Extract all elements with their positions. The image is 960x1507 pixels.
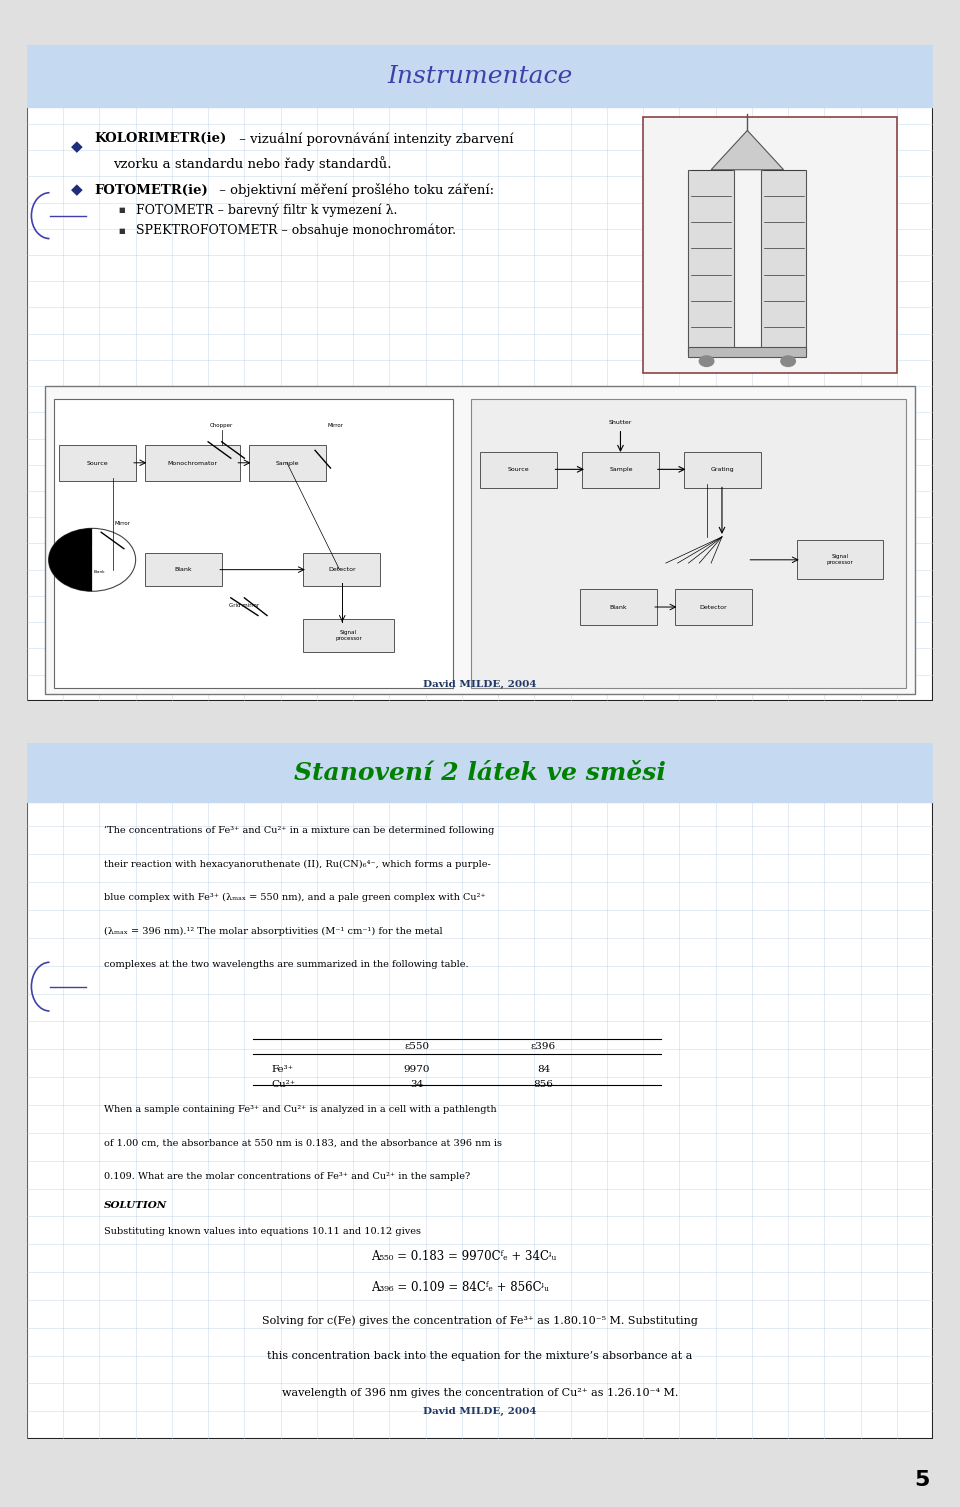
- Text: Sample: Sample: [91, 546, 108, 550]
- Text: A₅₅₀ = 0.183 = 9970Cᶠₑ + 34Cᶡᵤ: A₅₅₀ = 0.183 = 9970Cᶠₑ + 34Cᶡᵤ: [372, 1251, 557, 1263]
- FancyBboxPatch shape: [303, 553, 380, 586]
- Text: (λₘₐₓ = 396 nm).¹² The molar absorptivities (M⁻¹ cm⁻¹) for the metal: (λₘₐₓ = 396 nm).¹² The molar absorptivit…: [104, 927, 443, 936]
- Text: their reaction with hexacyanoruthenate (II), Ru(CN)₆⁴⁻, which forms a purple-: their reaction with hexacyanoruthenate (…: [104, 860, 491, 870]
- Text: Instrumentace: Instrumentace: [388, 65, 572, 89]
- FancyBboxPatch shape: [684, 452, 761, 488]
- Text: 84: 84: [537, 1065, 550, 1074]
- Text: Source: Source: [508, 467, 529, 472]
- Text: KOLORIMETR(ie): KOLORIMETR(ie): [95, 133, 228, 146]
- Text: SPEKTROFOTOMETR – obsahuje monochromátor.: SPEKTROFOTOMETR – obsahuje monochromátor…: [135, 225, 456, 238]
- Text: ◆: ◆: [71, 139, 83, 154]
- Text: Sample: Sample: [610, 467, 633, 472]
- Text: Detector: Detector: [700, 604, 727, 610]
- Text: ε396: ε396: [531, 1041, 556, 1050]
- Text: ■: ■: [119, 228, 126, 234]
- Text: Blank: Blank: [610, 604, 627, 610]
- Text: Fe³⁺: Fe³⁺: [272, 1065, 294, 1074]
- Text: Solving for c(Fe) gives the concentration of Fe³⁺ as 1.80.10⁻⁵ M. Substituting: Solving for c(Fe) gives the concentratio…: [262, 1316, 698, 1326]
- Bar: [27, 45, 933, 107]
- FancyBboxPatch shape: [27, 45, 933, 701]
- Text: Blank: Blank: [94, 570, 106, 574]
- FancyBboxPatch shape: [583, 452, 660, 488]
- Text: Cu²⁺: Cu²⁺: [272, 1081, 296, 1090]
- Circle shape: [780, 356, 796, 366]
- Bar: [688, 347, 806, 357]
- Text: David MILDE, 2004: David MILDE, 2004: [423, 680, 537, 689]
- FancyBboxPatch shape: [27, 743, 933, 1439]
- Text: complexes at the two wavelengths are summarized in the following table.: complexes at the two wavelengths are sum…: [104, 960, 468, 969]
- Text: of 1.00 cm, the absorbance at 550 nm is 0.183, and the absorbance at 396 nm is: of 1.00 cm, the absorbance at 550 nm is …: [104, 1138, 502, 1147]
- FancyBboxPatch shape: [54, 399, 453, 687]
- Text: ◆: ◆: [71, 182, 83, 197]
- Text: Grating: Grating: [710, 467, 734, 472]
- FancyBboxPatch shape: [303, 619, 394, 651]
- Text: ■: ■: [119, 208, 126, 214]
- Text: FOTOMETR(ie): FOTOMETR(ie): [95, 184, 208, 196]
- Text: Monochromator: Monochromator: [167, 461, 217, 466]
- Text: Detector: Detector: [328, 567, 355, 573]
- FancyBboxPatch shape: [471, 399, 906, 687]
- Text: 5: 5: [914, 1469, 929, 1490]
- Text: this concentration back into the equation for the mixture’s absorbance at a: this concentration back into the equatio…: [267, 1352, 693, 1361]
- Wedge shape: [49, 529, 92, 591]
- Text: Mirror: Mirror: [114, 521, 130, 526]
- Text: ’The concentrations of Fe³⁺ and Cu²⁺ in a mixture can be determined following: ’The concentrations of Fe³⁺ and Cu²⁺ in …: [104, 826, 494, 835]
- Text: vzorku a standardu nebo řady standardů.: vzorku a standardu nebo řady standardů.: [113, 155, 392, 170]
- Text: wavelength of 396 nm gives the concentration of Cu²⁺ as 1.26.10⁻⁴ M.: wavelength of 396 nm gives the concentra…: [282, 1388, 678, 1397]
- Text: 34: 34: [410, 1081, 423, 1090]
- Text: Shutter: Shutter: [609, 419, 632, 425]
- Bar: [761, 170, 806, 353]
- Text: – objektivní měření prošlého toku záření:: – objektivní měření prošlého toku záření…: [215, 182, 494, 197]
- Text: Substituting known values into equations 10.11 and 10.12 gives: Substituting known values into equations…: [104, 1227, 420, 1236]
- FancyBboxPatch shape: [580, 589, 657, 625]
- Text: SOLUTION: SOLUTION: [104, 1201, 167, 1210]
- Text: David MILDE, 2004: David MILDE, 2004: [423, 1408, 537, 1417]
- Text: A₃₉₆ = 0.109 = 84Cᶠₑ + 856Cᶡᵤ: A₃₉₆ = 0.109 = 84Cᶠₑ + 856Cᶡᵤ: [372, 1281, 549, 1295]
- Text: 856: 856: [534, 1081, 553, 1090]
- Text: Stanovení 2 látek ve směsi: Stanovení 2 látek ve směsi: [294, 761, 666, 785]
- Circle shape: [49, 529, 135, 591]
- Bar: [688, 170, 733, 353]
- FancyBboxPatch shape: [480, 452, 557, 488]
- Text: Signal
processor: Signal processor: [335, 630, 362, 640]
- Text: Sample: Sample: [276, 461, 300, 466]
- Circle shape: [699, 356, 714, 366]
- Text: 0.109. What are the molar concentrations of Fe³⁺ and Cu²⁺ in the sample?: 0.109. What are the molar concentrations…: [104, 1172, 470, 1181]
- Text: ε550: ε550: [404, 1041, 429, 1050]
- Text: Blank: Blank: [175, 567, 192, 573]
- Text: FOTOMETR – barevný filtr k vymezení λ.: FOTOMETR – barevný filtr k vymezení λ.: [135, 203, 397, 217]
- FancyBboxPatch shape: [675, 589, 752, 625]
- FancyBboxPatch shape: [249, 445, 326, 481]
- Polygon shape: [711, 131, 783, 170]
- Text: 9970: 9970: [403, 1065, 430, 1074]
- Text: – vizuální porovnávání intenzity zbarvení: – vizuální porovnávání intenzity zbarven…: [235, 133, 514, 146]
- Text: Grid mirror: Grid mirror: [229, 603, 259, 609]
- FancyBboxPatch shape: [145, 445, 240, 481]
- FancyBboxPatch shape: [45, 386, 915, 695]
- FancyBboxPatch shape: [643, 118, 897, 374]
- Text: Source: Source: [86, 461, 108, 466]
- Text: Signal
processor: Signal processor: [827, 555, 853, 565]
- Text: Chopper: Chopper: [210, 423, 233, 428]
- Text: blue complex with Fe³⁺ (λₘₐₓ = 550 nm), and a pale green complex with Cu²⁺: blue complex with Fe³⁺ (λₘₐₓ = 550 nm), …: [104, 894, 486, 903]
- Bar: [27, 743, 933, 802]
- FancyBboxPatch shape: [59, 445, 135, 481]
- Text: When a sample containing Fe³⁺ and Cu²⁺ is analyzed in a cell with a pathlength: When a sample containing Fe³⁺ and Cu²⁺ i…: [104, 1105, 496, 1114]
- Text: Mirror: Mirror: [327, 423, 343, 428]
- FancyBboxPatch shape: [797, 540, 883, 580]
- FancyBboxPatch shape: [145, 553, 222, 586]
